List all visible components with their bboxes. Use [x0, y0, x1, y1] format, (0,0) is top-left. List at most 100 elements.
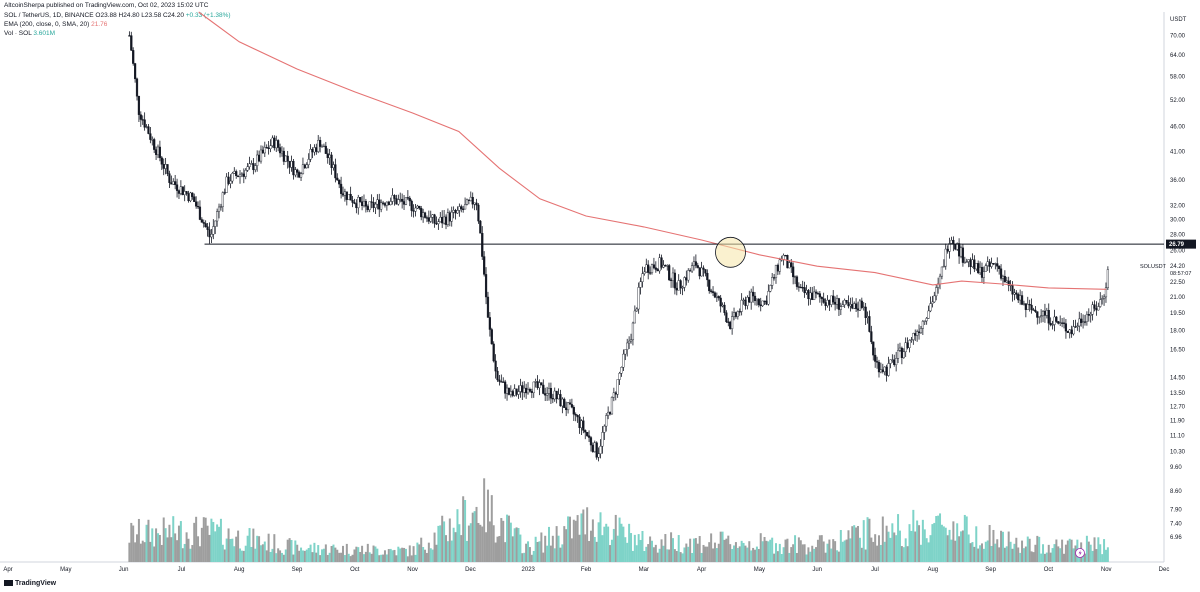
candle-body: [422, 212, 425, 218]
candle-body: [875, 361, 879, 363]
volume-bar: [698, 536, 701, 562]
volume-legend[interactable]: Vol · SOL 3.601M: [4, 30, 55, 38]
tradingview-logo[interactable]: TradingView: [4, 580, 56, 587]
volume-bar: [570, 538, 573, 562]
volume-bar: [185, 532, 188, 562]
candle-body: [443, 216, 446, 224]
volume-bar: [834, 541, 837, 562]
volume-bar: [1021, 540, 1024, 562]
candle-body: [418, 205, 421, 209]
volume-bar: [1009, 541, 1012, 562]
volume-bar: [857, 525, 860, 562]
volume-bar: [832, 539, 835, 562]
candle-body: [189, 192, 192, 202]
volume-bar: [641, 531, 644, 562]
candle-body: [343, 191, 347, 196]
candle-body: [704, 269, 707, 274]
volume-bar: [521, 553, 524, 562]
candle-body: [1093, 304, 1096, 309]
volume-bar: [347, 553, 350, 562]
volume-bar: [939, 513, 942, 562]
volume-bar: [469, 523, 472, 562]
volume-bar: [361, 545, 364, 562]
candle-body: [380, 202, 383, 210]
time-axis-ticks: Apr May Jun Jul Aug Sep Oct Nov Dec 2023 Feb Mar Apr…: [3, 567, 1169, 573]
volume-bar: [609, 545, 612, 562]
candle-body: [584, 430, 587, 433]
volume-bar: [307, 548, 310, 562]
symbol-name[interactable]: SOL / TetherUS, 1D, BINANCE: [4, 12, 94, 19]
candle-body: [235, 171, 238, 176]
volume-bar: [202, 517, 205, 562]
volume-bar: [805, 554, 808, 562]
ema-value: 21.76: [91, 21, 108, 28]
y-tick-label: 58.00: [1170, 74, 1186, 80]
candle-body: [706, 272, 709, 281]
candle-body: [177, 190, 181, 194]
volume-bar: [874, 534, 877, 562]
candle-body: [666, 265, 669, 267]
volume-bar: [452, 527, 455, 562]
candle-body: [1072, 326, 1075, 335]
volume-bar: [391, 550, 394, 562]
volume-bar: [378, 555, 381, 562]
volume-bar: [246, 535, 249, 562]
candle-body: [534, 381, 537, 383]
candle-body: [204, 223, 207, 227]
volume-bar: [1042, 544, 1045, 562]
candle-body: [614, 392, 617, 395]
candle-body: [1053, 316, 1056, 325]
volume-bar: [584, 534, 587, 562]
candle-body: [854, 303, 858, 309]
volume-bar: [975, 526, 978, 562]
candle-body: [795, 276, 799, 287]
candle-body: [362, 200, 366, 206]
candle-body: [792, 266, 795, 278]
volume-bar: [647, 544, 650, 562]
volume-bar: [574, 520, 577, 562]
volume-bar: [683, 547, 686, 562]
candle-body: [237, 175, 240, 177]
candle-body: [471, 196, 474, 205]
price-axis-ticks: 70.00 64.00 58.00 52.00 46.00 41.00 36.00 32.00…: [1170, 34, 1186, 541]
volume-bar: [422, 547, 425, 562]
candle-body: [381, 202, 385, 204]
alert-icon[interactable]: [1075, 548, 1085, 558]
volume-bar: [500, 518, 503, 562]
candle-body: [885, 366, 888, 376]
candle-body: [996, 263, 999, 267]
volume-bar: [685, 543, 688, 562]
candle-body: [845, 300, 848, 303]
volume-bar: [326, 554, 329, 562]
candle-body: [504, 381, 507, 394]
volume-bar: [591, 519, 594, 562]
candle-body: [641, 273, 644, 282]
volume-bar: [477, 522, 480, 562]
candle-body: [473, 202, 476, 205]
volume-bar: [1068, 538, 1071, 562]
volume-bar: [1085, 535, 1088, 562]
candle-body: [750, 291, 753, 303]
volume-bar: [820, 535, 823, 562]
candle-body: [402, 201, 406, 205]
volume-bar: [933, 522, 936, 562]
volume-bar: [324, 544, 327, 562]
volume-bar: [969, 543, 972, 562]
y-tick-label: 7.90: [1170, 507, 1182, 513]
volume-bar: [843, 540, 846, 562]
volume-bar: [849, 538, 852, 562]
volume-bar: [1040, 553, 1043, 562]
volume-bar: [1072, 548, 1075, 562]
candle-body: [916, 331, 919, 336]
candle-body: [740, 299, 743, 312]
candle-body: [917, 331, 921, 334]
volume-bar: [193, 522, 196, 562]
volume-bar: [799, 540, 802, 562]
candle-body: [486, 296, 490, 318]
ema-legend[interactable]: EMA (200, close, 0, SMA, 20) 21.76: [4, 21, 107, 29]
candle-body: [599, 445, 602, 455]
volume-bar: [183, 543, 186, 562]
candle-body: [578, 416, 581, 428]
